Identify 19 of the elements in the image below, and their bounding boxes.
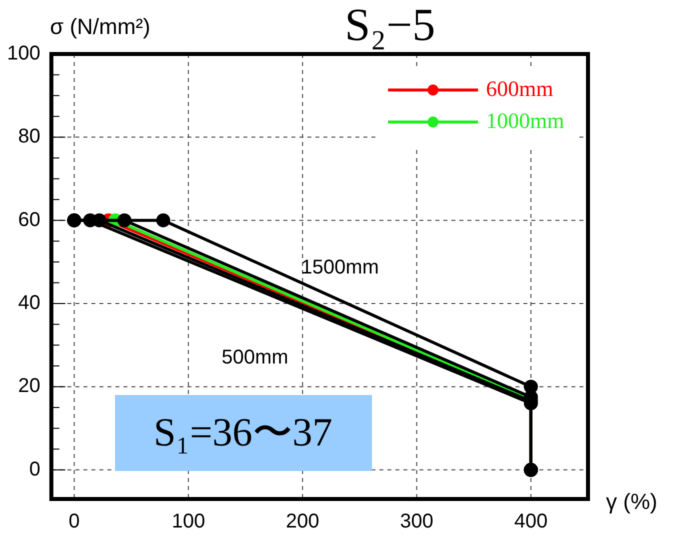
y-tick-label: 80	[18, 126, 40, 148]
y-axis-title: σ (N/mm²)	[50, 14, 150, 39]
x-tick-label: 100	[172, 510, 206, 533]
annotation: 1500mm	[301, 256, 379, 279]
annotation: 500mm	[222, 346, 288, 369]
y-tick-label: 20	[18, 375, 40, 398]
y-tick-label: 100	[6, 42, 40, 65]
legend-label: 600mm	[486, 76, 554, 101]
annotation: S₁=36〜37	[154, 410, 332, 454]
x-axis-title: γ (%)	[606, 489, 658, 514]
legend-label: 1000mm	[486, 108, 564, 133]
y-tick-label: 0	[29, 458, 40, 480]
x-tick-label: 300	[400, 510, 434, 533]
x-tick-label: 400	[514, 510, 548, 533]
x-tick-label: 0	[68, 510, 80, 533]
y-tick-label: 60	[18, 208, 40, 231]
x-tick-label: 200	[286, 510, 320, 533]
chart-title: S₂−5	[344, 0, 436, 50]
y-tick-label: 40	[18, 292, 40, 314]
